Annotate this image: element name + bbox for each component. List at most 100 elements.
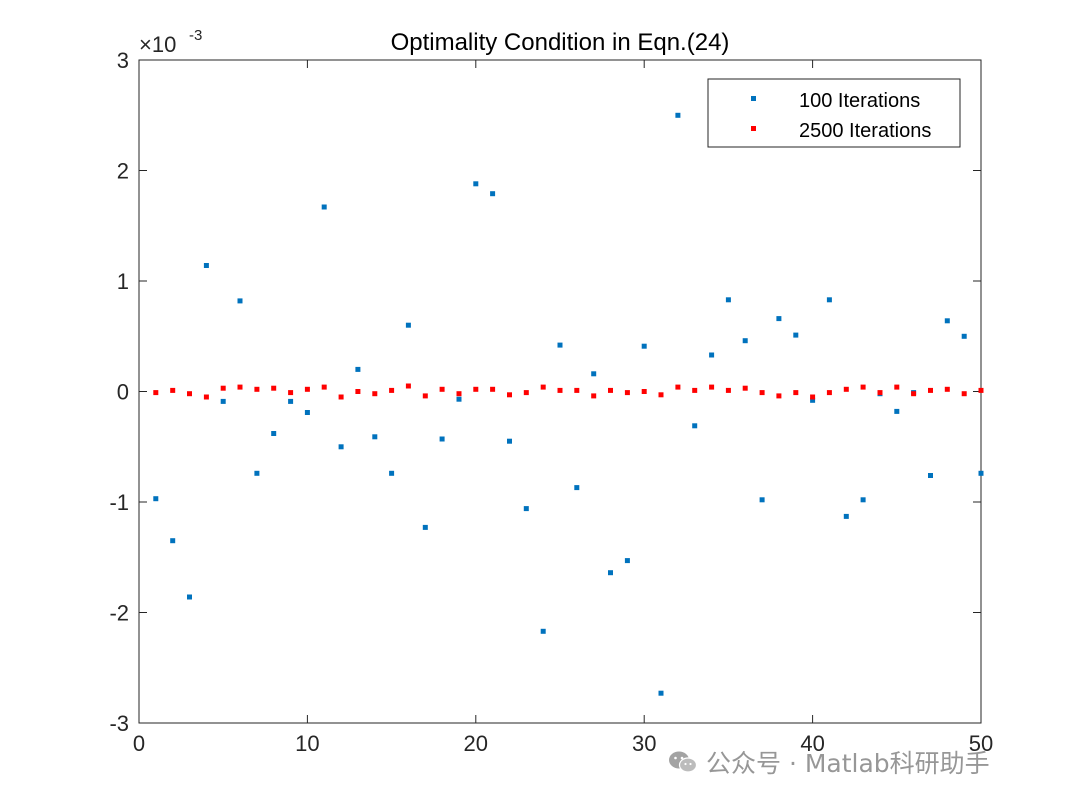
- point-100-iterations: [624, 558, 630, 564]
- point-2500-iterations: [187, 391, 192, 397]
- point-2500-iterations: [170, 387, 176, 393]
- x-tick-label: 20: [464, 731, 488, 756]
- point-2500-iterations: [641, 389, 647, 394]
- point-2500-iterations: [439, 386, 445, 392]
- point-100-iterations: [422, 524, 428, 530]
- legend-marker-100-iterations: [751, 96, 756, 101]
- y-scale-exponent: -3: [189, 27, 202, 44]
- point-2500-iterations: [911, 391, 917, 397]
- point-100-iterations: [709, 352, 715, 358]
- y-tick-label: 3: [117, 48, 129, 73]
- point-100-iterations: [170, 538, 176, 544]
- y-tick-label: -2: [109, 601, 129, 626]
- point-2500-iterations: [507, 392, 512, 398]
- chart-title: Optimality Condition in Eqn.(24): [391, 29, 730, 56]
- y-tick-label: 1: [117, 269, 129, 294]
- point-2500-iterations: [759, 390, 765, 396]
- x-tick-label: 30: [632, 731, 656, 756]
- point-2500-iterations: [557, 387, 563, 393]
- point-2500-iterations: [961, 391, 967, 397]
- point-2500-iterations: [978, 387, 984, 393]
- point-100-iterations: [237, 298, 243, 304]
- point-100-iterations: [439, 436, 445, 442]
- point-100-iterations: [793, 332, 799, 338]
- point-2500-iterations: [709, 384, 715, 390]
- point-2500-iterations: [237, 384, 243, 390]
- point-100-iterations: [338, 444, 344, 450]
- point-2500-iterations: [456, 391, 462, 397]
- point-2500-iterations: [153, 390, 159, 396]
- point-100-iterations: [725, 297, 731, 303]
- point-2500-iterations: [254, 386, 260, 392]
- point-2500-iterations: [591, 393, 597, 399]
- point-2500-iterations: [860, 384, 866, 390]
- wechat-icon: [669, 751, 698, 773]
- point-2500-iterations: [203, 394, 209, 400]
- point-2500-iterations: [843, 386, 849, 392]
- point-100-iterations: [456, 396, 462, 402]
- point-2500-iterations: [574, 387, 580, 393]
- watermark: 公众号 · Matlab科研助手: [668, 742, 990, 782]
- point-2500-iterations: [793, 390, 799, 396]
- y-scale-base: ×10: [139, 32, 176, 57]
- point-2500-iterations: [624, 390, 630, 396]
- point-2500-iterations: [810, 394, 816, 400]
- point-2500-iterations: [490, 386, 496, 392]
- legend-label-100-iterations: 100 Iterations: [799, 90, 920, 112]
- point-2500-iterations: [675, 384, 681, 390]
- point-100-iterations: [405, 322, 411, 328]
- point-100-iterations: [978, 470, 984, 476]
- point-100-iterations: [271, 431, 277, 436]
- point-100-iterations: [220, 398, 226, 404]
- y-tick-label: -1: [109, 490, 129, 515]
- point-2500-iterations: [725, 387, 731, 393]
- point-2500-iterations: [338, 394, 344, 400]
- point-100-iterations: [321, 204, 327, 210]
- point-2500-iterations: [776, 393, 782, 399]
- point-100-iterations: [641, 343, 647, 349]
- point-2500-iterations: [944, 386, 950, 392]
- point-100-iterations: [591, 371, 597, 377]
- x-tick-label: 50: [969, 731, 993, 756]
- point-100-iterations: [675, 112, 681, 118]
- point-100-iterations: [557, 342, 563, 348]
- y-scale-factor: ×10 -3: [139, 27, 202, 57]
- point-100-iterations: [826, 297, 832, 303]
- point-100-iterations: [776, 316, 782, 322]
- point-2500-iterations: [304, 386, 310, 392]
- x-axis: 0 10 20 30 40 50: [133, 60, 993, 756]
- point-100-iterations: [203, 263, 209, 268]
- point-100-iterations: [894, 408, 900, 414]
- point-100-iterations: [608, 570, 613, 576]
- point-100-iterations: [153, 496, 159, 502]
- point-2500-iterations: [877, 390, 883, 396]
- y-axis: -3 -2 -1 0 1 2 3: [109, 48, 981, 736]
- x-tick-label: 0: [133, 731, 145, 756]
- point-100-iterations: [658, 690, 664, 696]
- point-2500-iterations: [608, 387, 613, 393]
- point-100-iterations: [810, 397, 816, 403]
- point-100-iterations: [759, 497, 765, 503]
- point-100-iterations: [742, 338, 748, 344]
- data-points: [153, 112, 984, 696]
- point-100-iterations: [540, 628, 546, 634]
- point-100-iterations: [187, 594, 192, 600]
- legend-marker-2500-iterations: [751, 126, 756, 131]
- point-100-iterations: [523, 506, 529, 512]
- point-2500-iterations: [826, 390, 832, 396]
- point-2500-iterations: [355, 389, 361, 394]
- point-2500-iterations: [523, 390, 529, 396]
- point-100-iterations: [944, 318, 950, 324]
- point-2500-iterations: [894, 384, 900, 390]
- point-100-iterations: [692, 423, 698, 429]
- point-100-iterations: [928, 473, 933, 478]
- point-100-iterations: [389, 470, 395, 476]
- point-2500-iterations: [692, 387, 698, 393]
- point-2500-iterations: [658, 392, 664, 398]
- x-tick-label: 40: [800, 731, 824, 756]
- point-100-iterations: [860, 497, 866, 503]
- point-100-iterations: [355, 366, 361, 372]
- point-2500-iterations: [372, 391, 378, 397]
- point-2500-iterations: [405, 383, 411, 389]
